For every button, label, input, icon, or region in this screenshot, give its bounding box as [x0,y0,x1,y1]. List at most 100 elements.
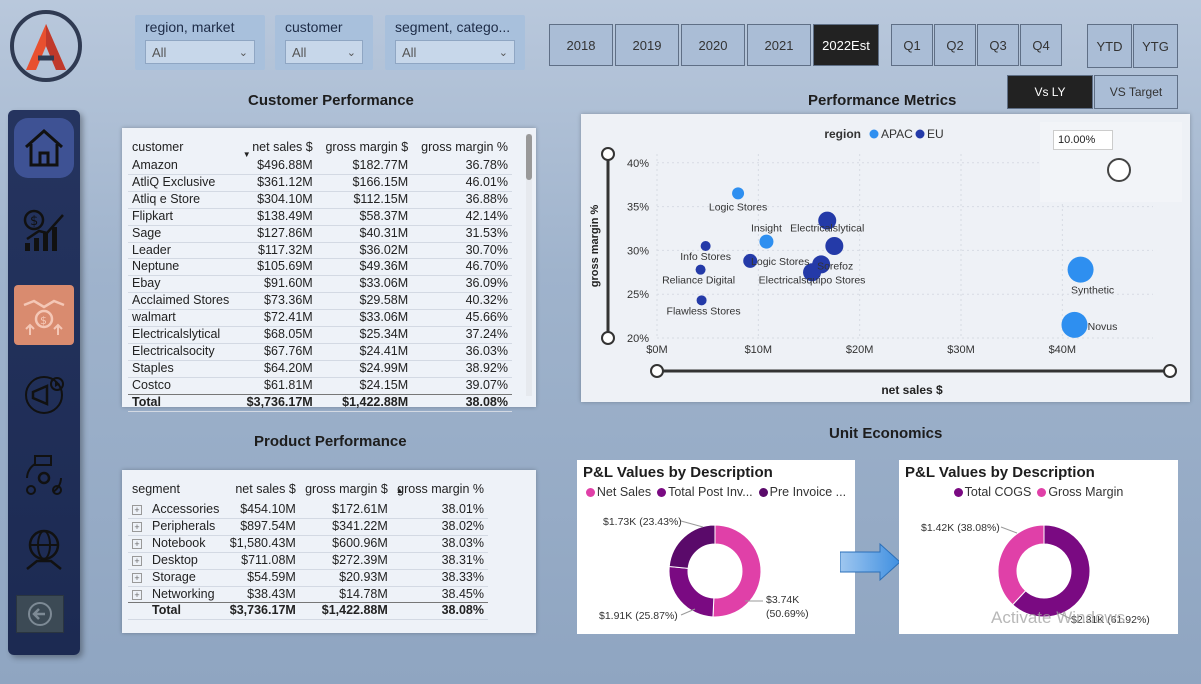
nav-global[interactable] [14,520,74,580]
scatter-point[interactable] [1061,311,1088,338]
donut-slice[interactable] [1011,524,1091,618]
quarter-button-q3[interactable]: Q3 [977,24,1019,66]
table-row[interactable]: + Desktop $711.08M $272.39M 38.31% [128,552,488,570]
total-label: Total [128,393,239,412]
row-label-text: Desktop [152,552,198,567]
row-value: $454.10M [240,502,296,516]
scatter-point[interactable] [695,264,706,275]
legend-item[interactable]: Total COGS [953,485,1032,499]
year-button-2018[interactable]: 2018 [549,24,613,66]
year-button-2021[interactable]: 2021 [747,24,811,66]
nav-marketing[interactable] [14,365,74,425]
y-range-slider-handle[interactable] [601,331,615,345]
column-header[interactable]: net sales $ [235,482,296,496]
table-row[interactable]: Amazon $496.88M $182.77M 36.78% [128,158,512,175]
y-range-slider-handle[interactable] [601,147,615,161]
legend-item[interactable]: Gross Margin [1037,485,1123,499]
segment-category-dropdown[interactable]: All ⌄ [395,40,515,64]
column-header[interactable]: gross margin $ [325,140,409,154]
legend-item[interactable]: Pre Invoice ... [758,485,846,499]
region-market-dropdown[interactable]: All ⌄ [145,40,255,64]
table-row[interactable]: Atliq e Store $304.10M $112.15M 36.88% [128,191,512,209]
table-row[interactable]: Staples $64.20M $24.99M 38.92% [128,360,512,378]
table-row[interactable]: Ebay $91.60M $33.06M 36.09% [128,276,512,293]
table-row[interactable]: Leader $117.32M $36.02M 30.70% [128,242,512,259]
sort-asc-icon: ▲ [395,486,404,495]
threshold-slider-handle[interactable] [1107,158,1131,182]
row-value: $897.54M [240,518,296,533]
scatter-point[interactable] [1067,256,1094,283]
scatter-point[interactable] [818,211,837,230]
legend-item[interactable]: Total Post Inv... [657,485,753,499]
expand-plus-icon[interactable]: + [132,521,142,532]
nav-sales[interactable]: $ [14,285,74,345]
threshold-input[interactable]: 10.00% [1053,130,1113,150]
legend-label: APAC [881,127,913,141]
table-row[interactable]: Neptune $105.69M $49.36M 46.70% [128,259,512,276]
ytg-button[interactable]: YTG [1133,24,1178,68]
expand-plus-icon[interactable]: + [132,538,142,549]
row-value: 42.14% [465,208,508,223]
scatter-point[interactable] [732,187,745,200]
expand-plus-icon[interactable]: + [132,572,142,583]
legend-item[interactable]: Net Sales [585,485,651,499]
scatter-point[interactable] [825,237,844,255]
scatter-point[interactable] [743,253,758,268]
table-row[interactable]: + Storage $54.59M $20.93M 38.33% [128,569,488,587]
nav-supply-chain[interactable] [14,445,74,505]
scrollbar-track[interactable] [526,134,532,396]
table-row[interactable]: + Accessories $454.10M $172.61M 38.01% [128,502,488,519]
table-row[interactable]: + Networking $38.43M $14.78M 38.45% [128,586,488,603]
expand-plus-icon[interactable]: + [132,589,142,600]
donut-slice[interactable] [997,524,1045,606]
row-value: $68.05M [264,327,313,342]
x-range-slider-handle[interactable] [650,364,664,378]
table-row[interactable]: + Notebook $1,580.43M $600.96M 38.03% [128,535,488,553]
donut-slice[interactable] [712,524,762,618]
leader-line [1058,612,1072,620]
customer-dropdown[interactable]: All ⌄ [285,40,363,64]
quarter-button-q4[interactable]: Q4 [1020,24,1062,66]
column-header-sorted[interactable]: net sales $ ▼ [239,136,317,159]
donut-slice[interactable] [668,524,716,569]
row-value: $91.60M [264,276,313,291]
expand-plus-icon[interactable]: + [132,555,142,566]
x-range-slider-handle[interactable] [1163,364,1177,378]
point-label: Sorefoz [817,260,853,272]
nav-finance[interactable]: $ [14,200,74,260]
ytd-button[interactable]: YTD [1087,24,1132,68]
scatter-point[interactable] [700,241,711,251]
table-row[interactable]: walmart $72.41M $33.06M 45.66% [128,310,512,327]
customer-performance-title: Customer Performance [248,92,414,109]
table-row[interactable]: Sage $127.86M $40.31M 31.53% [128,225,512,243]
scatter-point[interactable] [696,295,707,306]
table-row[interactable]: + Peripherals $897.54M $341.22M 38.02% [128,518,488,536]
table-row[interactable]: AtliQ Exclusive $361.12M $166.15M 46.01% [128,174,512,192]
year-button-2022est[interactable]: 2022Est [813,24,879,66]
legend-label: Total COGS [964,485,1032,499]
back-button[interactable] [16,595,64,633]
quarter-button-q1[interactable]: Q1 [891,24,933,66]
column-header-sorted[interactable]: gross margin % ▲ [392,476,488,502]
expand-plus-icon[interactable]: + [132,505,142,515]
table-row[interactable]: Costco $61.81M $24.15M 39.07% [128,377,512,395]
row-value: 31.53% [465,225,508,240]
nav-home[interactable] [14,118,74,178]
table-row[interactable]: Acclaimed Stores $73.36M $29.58M 40.32% [128,293,512,310]
table-row[interactable]: Flipkart $138.49M $58.37M 42.14% [128,208,512,226]
column-header[interactable]: customer [132,140,184,154]
vs-target-button[interactable]: VS Target [1094,75,1178,109]
year-button-2019[interactable]: 2019 [615,24,679,66]
column-header[interactable]: gross margin $ [305,482,388,496]
vs-ly-button[interactable]: Vs LY [1007,75,1093,109]
column-header[interactable]: segment [132,482,180,496]
scrollbar-thumb[interactable] [526,134,532,180]
scatter-point[interactable] [803,263,822,282]
column-header[interactable]: gross margin % [421,140,508,154]
year-button-2020[interactable]: 2020 [681,24,745,66]
row-label: Electricalsocity [132,343,215,358]
table-row[interactable]: Electricalsocity $67.76M $24.41M 36.03% [128,343,512,361]
table-row[interactable]: Electricalslytical $68.05M $25.34M 37.24% [128,327,512,344]
quarter-button-q2[interactable]: Q2 [934,24,976,66]
scatter-point[interactable] [759,234,774,249]
